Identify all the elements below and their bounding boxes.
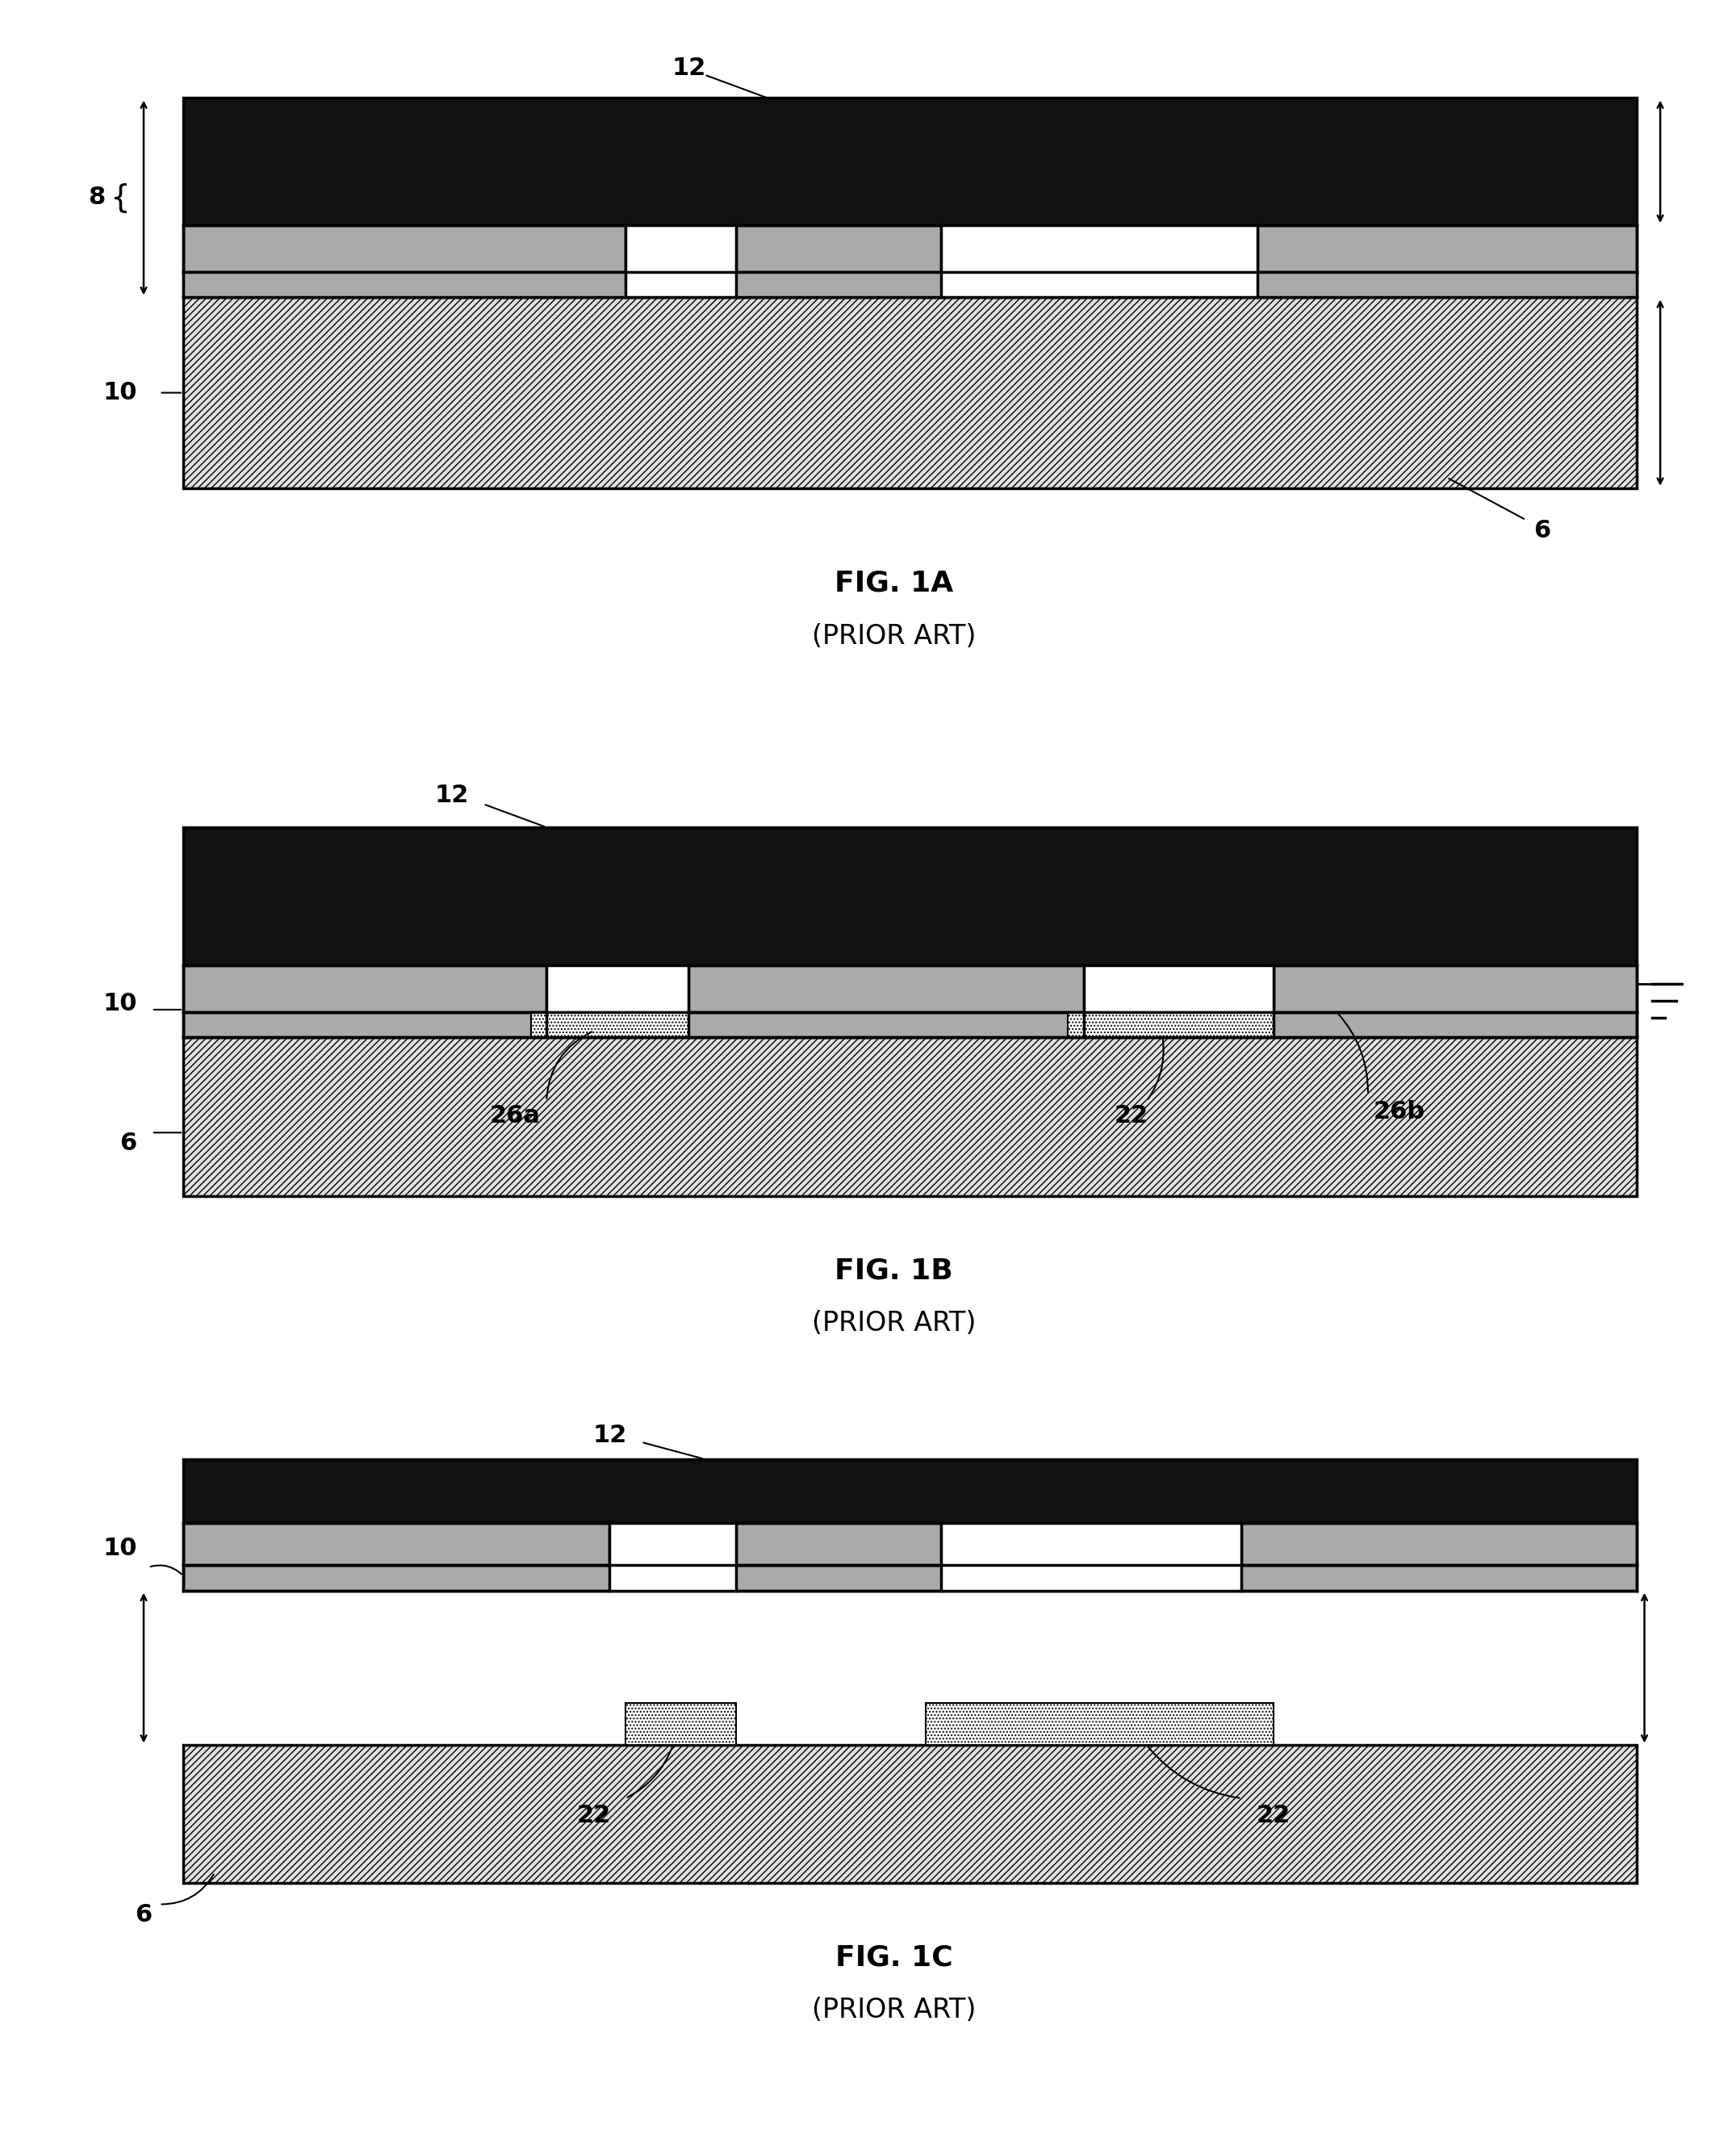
Text: FIG. 1B: FIG. 1B (835, 1257, 953, 1285)
Bar (1083, 964, 1272, 1037)
Text: 26b: 26b (1373, 1099, 1425, 1122)
Bar (625, 224, 736, 297)
Text: 6: 6 (120, 1131, 137, 1155)
Text: {: { (109, 182, 130, 214)
Text: 12: 12 (672, 58, 707, 79)
Text: 10: 10 (102, 992, 137, 1016)
Bar (184, 272, 1637, 297)
Bar (184, 98, 1637, 224)
Text: (PRIOR ART): (PRIOR ART) (812, 1311, 976, 1336)
Text: 26a: 26a (490, 1103, 540, 1127)
Bar (1241, 1522, 1637, 1565)
Text: 6: 6 (1533, 520, 1550, 543)
Bar (184, 1522, 609, 1565)
Text: 10: 10 (102, 381, 137, 404)
Bar (184, 1565, 1637, 1591)
Bar (184, 827, 1637, 964)
Bar (941, 224, 1257, 297)
Text: 22: 22 (576, 1804, 611, 1828)
Bar (184, 224, 625, 272)
Bar (184, 272, 1637, 297)
Bar (736, 224, 941, 272)
Bar (184, 1745, 1637, 1884)
Text: 6: 6 (135, 1903, 153, 1926)
Text: FIG. 1A: FIG. 1A (835, 571, 953, 597)
Bar (184, 964, 547, 1011)
Bar (609, 1522, 736, 1591)
Bar (547, 964, 689, 1037)
Bar (736, 1522, 941, 1565)
Bar (184, 297, 1637, 487)
Text: FIG. 1C: FIG. 1C (835, 1943, 953, 1971)
Bar (1257, 224, 1637, 272)
Bar (941, 1522, 1241, 1591)
Text: 12: 12 (434, 785, 469, 808)
Text: 10: 10 (102, 1537, 137, 1561)
Bar (531, 1011, 689, 1037)
Bar (1272, 964, 1637, 1011)
Text: 22: 22 (1257, 1804, 1290, 1828)
Text: (PRIOR ART): (PRIOR ART) (812, 1997, 976, 2023)
Bar (1068, 1011, 1272, 1037)
Bar (625, 1702, 736, 1745)
Text: 8: 8 (89, 186, 104, 210)
Bar (925, 1702, 1272, 1745)
Text: 22: 22 (1115, 1103, 1147, 1127)
Bar (184, 1037, 1637, 1195)
Bar (689, 964, 1083, 1011)
Bar (184, 1011, 1637, 1037)
Text: (PRIOR ART): (PRIOR ART) (812, 622, 976, 650)
Bar (184, 1458, 1637, 1522)
Text: 12: 12 (592, 1424, 627, 1447)
